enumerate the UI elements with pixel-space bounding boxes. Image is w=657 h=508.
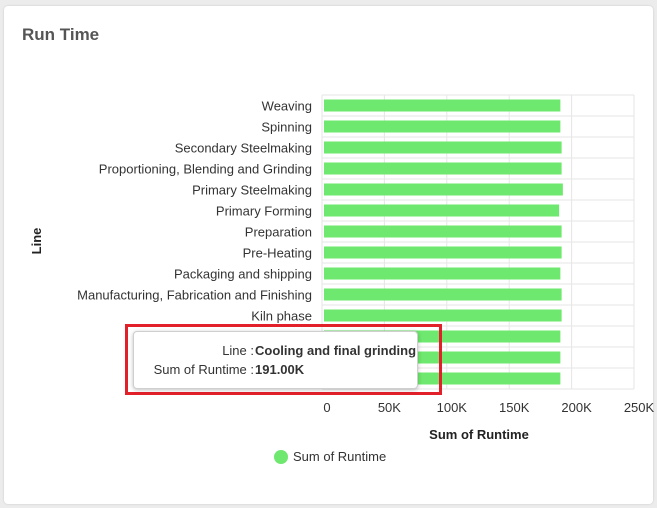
bar <box>324 246 562 259</box>
bar <box>324 225 562 238</box>
category-label: Proportioning, Blending and Grinding <box>99 162 312 177</box>
bar <box>324 141 562 154</box>
x-tick-label: 50K <box>378 400 401 415</box>
category-label: Primary Steelmaking <box>192 183 312 198</box>
tooltip-line-label: Line : <box>222 343 254 358</box>
x-tick-label: 200K <box>561 400 592 415</box>
tooltip-highlight-box <box>125 324 442 395</box>
tooltip-line-value: Cooling and final grinding <box>255 343 417 358</box>
category-label: Manufacturing, Fabrication and Finishing <box>77 288 312 303</box>
bar <box>324 162 562 175</box>
category-label: Secondary Steelmaking <box>175 141 312 156</box>
bar <box>324 204 560 217</box>
x-axis-title: Sum of Runtime <box>429 427 529 442</box>
category-label: Packaging and shipping <box>174 267 312 282</box>
x-tick-label: 150K <box>499 400 530 415</box>
category-label: Kiln phase <box>251 309 312 324</box>
bar <box>324 99 561 112</box>
tooltip-runtime-label: Sum of Runtime : <box>153 362 254 377</box>
x-tick-label: 0 <box>323 400 330 415</box>
x-tick-label: 250K <box>624 400 655 415</box>
category-label: Primary Forming <box>216 204 312 219</box>
bar <box>324 288 562 301</box>
category-label: Pre-Heating <box>243 246 312 261</box>
legend-label: Sum of Runtime <box>293 449 386 464</box>
category-label: Preparation <box>245 225 312 240</box>
bar <box>324 183 563 196</box>
legend-swatch <box>274 450 288 464</box>
bar <box>324 309 562 322</box>
x-tick-label: 100K <box>437 400 468 415</box>
tooltip-runtime-value: 191.00K <box>255 362 305 377</box>
bar <box>324 120 561 133</box>
category-label: Weaving <box>262 99 312 114</box>
chart-title: Run Time <box>22 25 100 44</box>
category-label: Spinning <box>261 120 312 135</box>
tooltip: Line : Cooling and final grinding Sum of… <box>133 331 418 389</box>
y-axis-title: Line <box>29 228 44 255</box>
bar <box>324 267 561 280</box>
